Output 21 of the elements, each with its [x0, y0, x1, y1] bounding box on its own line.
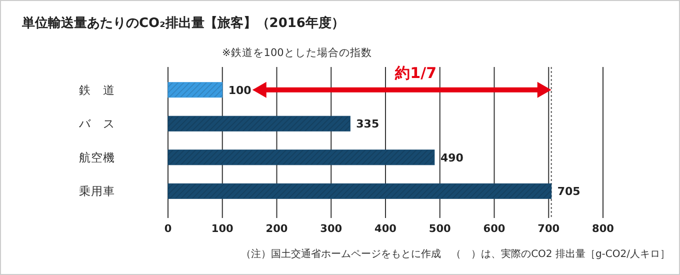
x-tick-label: 400	[374, 223, 396, 235]
data-label: 705	[557, 185, 580, 198]
y-tick-label: 乗用車	[79, 184, 115, 198]
x-tick-label: 700	[538, 223, 560, 235]
data-label: 490	[440, 151, 464, 164]
x-tick-label: 200	[266, 223, 288, 235]
x-tick-label: 500	[428, 223, 451, 235]
x-tick-label: 0	[164, 223, 172, 235]
chart-subtitle: ※鉄道を100とした場合の指数	[222, 46, 372, 59]
x-tick-label: 300	[320, 223, 342, 235]
data-label: 335	[356, 118, 380, 131]
annotation: 約1/7	[394, 64, 437, 82]
chart-title: 単位輸送量あたりのCO₂排出量【旅客】（2016年度）	[21, 15, 344, 31]
y-tick-label: 鉄 道	[79, 82, 115, 97]
x-tick-label: 800	[592, 223, 614, 235]
data-label: 100	[228, 84, 252, 97]
x-tick-label: 600	[483, 223, 506, 235]
y-tick-label: 航空機	[79, 150, 115, 164]
x-tick-label: 100	[211, 223, 234, 235]
y-tick-label: バ ス	[78, 116, 115, 131]
text: （注）国土交通省ホームページをもとに作成 （ ）は、実際のCO2 排出量［g-CO2/人キロ］	[241, 248, 670, 260]
